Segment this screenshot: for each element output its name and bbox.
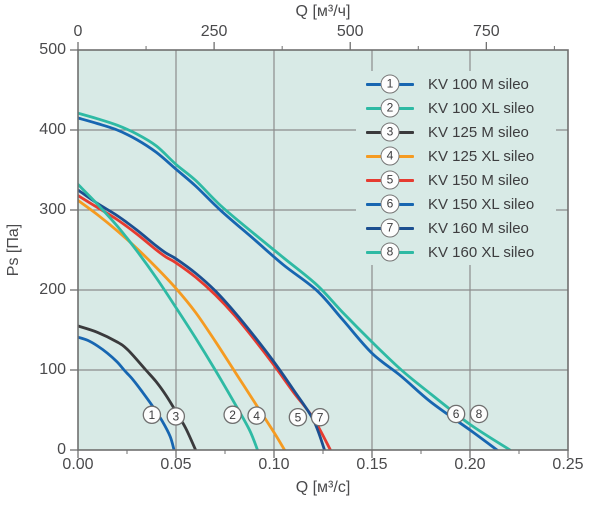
curve-6 [78, 116, 499, 450]
bottom-axis-tick-label: 0.20 [454, 456, 486, 473]
top-axis-title: Q [м³/ч] [295, 3, 351, 20]
legend-number-badge: 6 [380, 194, 400, 214]
curve-number-badge [247, 406, 266, 425]
curve-number-badge [288, 407, 308, 427]
legend: 1 KV 100 M sileo 2 KV 100 XL sileo 3 KV 125 M… [356, 71, 556, 265]
legend-number-badge: 7 [380, 218, 400, 238]
legend-item-6: 6 KV 150 XL sileo [356, 192, 556, 216]
legend-label: KV 125 XL sileo [428, 147, 535, 165]
curve-number-badge [166, 407, 186, 426]
legend-item-1: 1 KV 100 M sileo [356, 72, 556, 96]
plot-border [77, 49, 569, 451]
curve-8 [78, 111, 512, 450]
left-axis-tick-label: 500 [39, 41, 66, 58]
curve-7 [78, 188, 326, 450]
legend-number-badge: 4 [380, 146, 400, 166]
curve-number-badge [469, 404, 489, 424]
legend-color-line: 2 [366, 98, 414, 118]
legend-label: KV 100 XL sileo [428, 99, 535, 117]
curve-number-badge [446, 404, 466, 424]
legend-item-3: 3 KV 125 M sileo [356, 120, 556, 144]
curve-number-text: 6 [453, 407, 460, 421]
curve-number-text: 2 [229, 408, 236, 422]
legend-number-badge: 8 [380, 242, 400, 262]
top-axis-tick-label: 250 [200, 23, 228, 40]
legend-label: KV 160 XL sileo [428, 243, 535, 261]
left-axis-tick-label: 200 [39, 281, 66, 298]
curve-number-text: 1 [149, 408, 156, 422]
legend-color-line: 4 [366, 146, 414, 166]
bottom-axis-title: Q [м³/с] [295, 479, 351, 496]
curve-number-badge [310, 407, 330, 427]
curve-number-text: 7 [317, 410, 324, 424]
curve-number-badge [142, 405, 162, 425]
legend-number-badge: 5 [380, 170, 400, 190]
legend-label: KV 150 M sileo [428, 171, 529, 189]
legend-item-7: 7 KV 160 M sileo [356, 216, 556, 240]
legend-color-line: 7 [366, 218, 414, 238]
top-axis-tick-label: 750 [472, 23, 500, 40]
top-axis-tick-label: 500 [336, 23, 364, 40]
bottom-axis-tick-label: 0.15 [356, 456, 388, 473]
legend-item-2: 2 KV 100 XL sileo [356, 96, 556, 120]
bottom-axis-tick-label: 0.10 [258, 456, 290, 473]
legend-color-line: 5 [366, 170, 414, 190]
curve-number-text: 3 [172, 410, 179, 424]
curve-number-badge [223, 405, 242, 425]
left-axis-tick-label: 0 [57, 441, 66, 458]
legend-number-badge: 3 [380, 122, 400, 142]
legend-item-8: 8 KV 160 XL sileo [356, 240, 556, 264]
curve-5 [78, 194, 332, 450]
left-axis-tick-label: 300 [39, 201, 66, 218]
legend-item-4: 4 KV 125 XL sileo [356, 144, 556, 168]
bottom-axis-tick-label: 0.25 [552, 456, 584, 473]
curve-4 [78, 199, 286, 450]
left-axis-tick-label: 400 [39, 121, 66, 138]
legend-label: KV 100 M sileo [428, 75, 529, 93]
legend-number-badge: 2 [380, 98, 400, 118]
curve-1 [78, 335, 176, 450]
curve-number-text: 5 [295, 410, 302, 424]
legend-label: KV 160 M sileo [428, 219, 529, 237]
legend-label: KV 150 XL sileo [428, 195, 535, 213]
legend-color-line: 3 [366, 122, 414, 142]
legend-color-line: 8 [366, 242, 414, 262]
left-axis-tick-label: 100 [39, 361, 66, 378]
top-axis-tick-label: 0 [73, 23, 83, 40]
legend-color-line: 1 [366, 74, 414, 94]
bottom-axis-tick-label: 0.00 [62, 456, 94, 473]
legend-label: KV 125 M sileo [428, 123, 529, 141]
curve-number-text: 4 [253, 409, 260, 423]
legend-item-5: 5 KV 150 M sileo [356, 168, 556, 192]
curve-number-text: 8 [476, 407, 483, 421]
legend-color-line: 6 [366, 194, 414, 214]
legend-number-badge: 1 [380, 74, 400, 94]
bottom-axis-tick-label: 0.05 [160, 456, 192, 473]
